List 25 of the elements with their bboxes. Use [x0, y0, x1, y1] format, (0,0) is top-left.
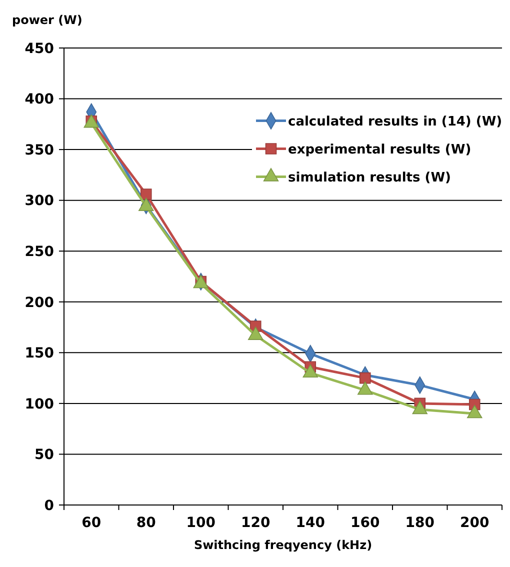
y-tick-label: 350 [24, 142, 54, 158]
x-tick-label: 120 [241, 515, 270, 531]
x-axis-title: Swithcing freqyency (kHz) [194, 538, 372, 552]
legend-label: calculated results in (14) (W) [288, 114, 502, 130]
y-tick-label: 200 [24, 294, 54, 311]
y-tick-label: 100 [24, 396, 54, 412]
y-tick-label: 450 [24, 40, 54, 57]
legend-label: experimental results (W) [288, 142, 472, 158]
point [140, 188, 152, 200]
x-tick-label: 200 [460, 515, 490, 531]
y-axis-title: power (W) [12, 13, 82, 27]
point [359, 372, 371, 384]
legend-label: simulation results (W) [288, 170, 451, 186]
y-tick-label: 50 [34, 447, 54, 464]
y-tick-label: 150 [24, 346, 54, 362]
y-tick-label: 250 [24, 244, 54, 260]
x-tick-label: 180 [405, 515, 435, 531]
x-tick-label: 60 [82, 515, 102, 531]
x-tick-label: 140 [296, 515, 326, 531]
y-tick-label: 300 [24, 193, 54, 210]
x-tick-label: 100 [186, 515, 216, 531]
x-tick-label: 160 [350, 515, 380, 531]
y-tick-label: 0 [44, 498, 54, 514]
y-tick-label: 400 [24, 92, 54, 108]
x-tick-label: 80 [136, 515, 156, 531]
